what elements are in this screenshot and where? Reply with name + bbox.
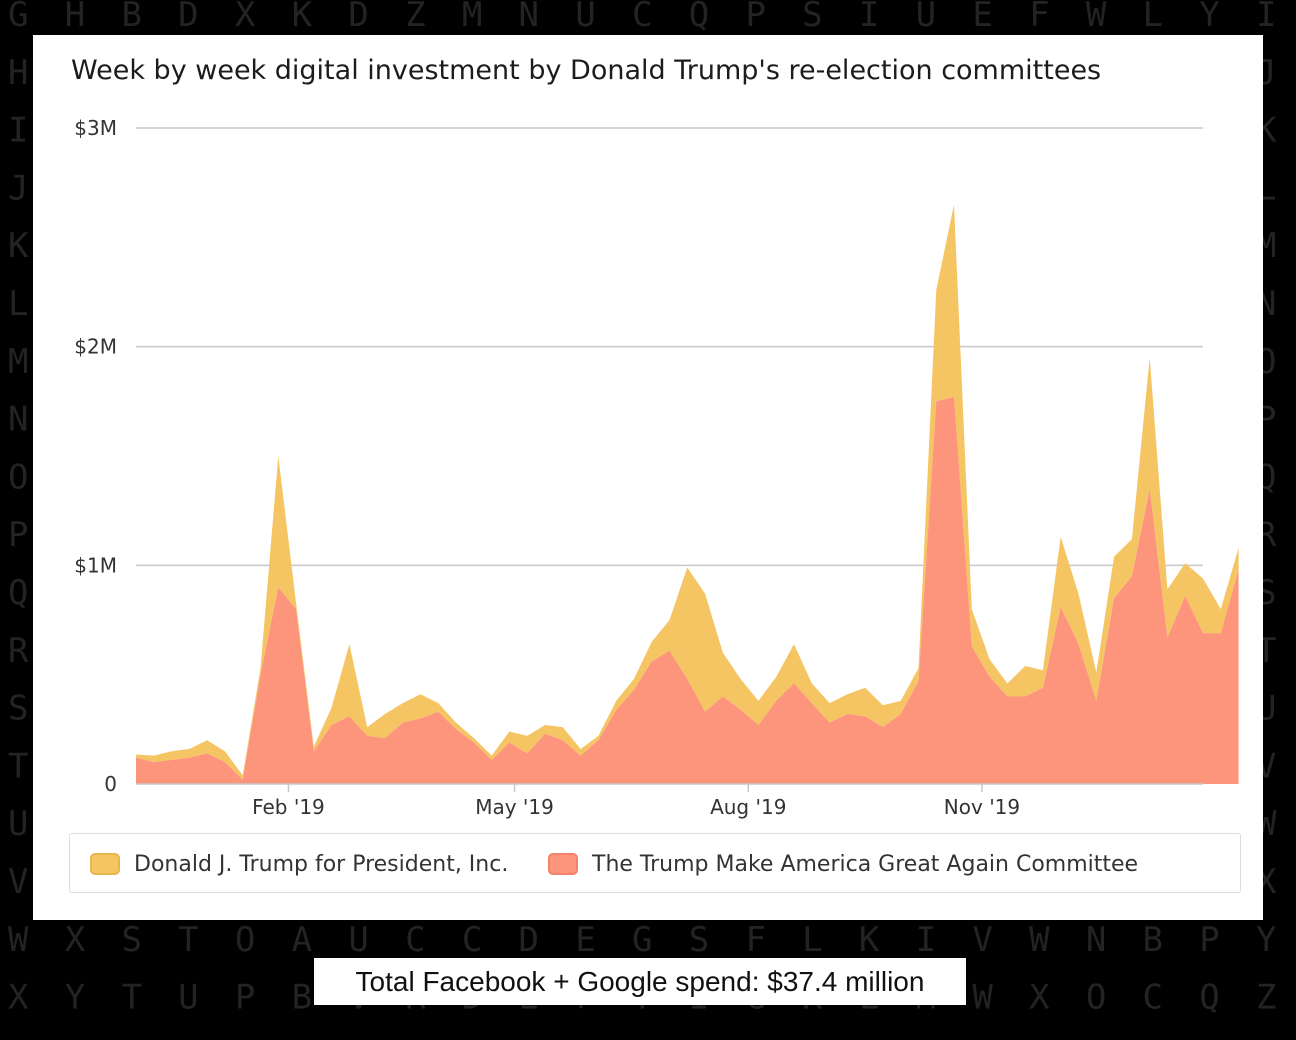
background-letter: Q <box>1199 978 1219 1018</box>
legend-label-maga-committee: The Trump Make America Great Again Commi… <box>592 851 1139 877</box>
legend-label-trump-for-president: Donald J. Trump for President, Inc. <box>134 851 509 877</box>
background-letter: O <box>235 920 255 960</box>
background-letter: O <box>1086 978 1106 1018</box>
background-letter: S <box>802 0 822 35</box>
background-letter: A <box>292 920 312 960</box>
background-letter: E <box>575 920 595 960</box>
series-area-trump-for-president <box>136 204 1239 780</box>
background-letter: P <box>1199 920 1219 960</box>
background-letter: Y <box>1256 920 1276 960</box>
background-letter: P <box>8 515 28 555</box>
x-tick-label: Feb '19 <box>252 795 325 819</box>
background-letter: C <box>462 920 482 960</box>
background-letter: Y <box>1199 0 1219 35</box>
background-letter: N <box>8 400 28 440</box>
background-letter: B <box>1143 920 1163 960</box>
background-letter: P <box>235 978 255 1018</box>
background-letter: I <box>8 111 28 151</box>
background-letter: X <box>8 978 29 1018</box>
background-letter: I <box>1256 0 1276 35</box>
legend-swatch-trump-for-president <box>90 853 120 875</box>
background-letter: T <box>121 978 141 1018</box>
background-letter: M <box>8 342 28 382</box>
x-tick-label: Nov '19 <box>944 795 1020 819</box>
legend-item-trump-for-president[interactable]: Donald J. Trump for President, Inc. <box>90 834 508 894</box>
background-letter: Z <box>405 0 425 35</box>
total-spend-caption: Total Facebook + Google spend: $37.4 mil… <box>314 958 966 1005</box>
background-letter: U <box>916 0 936 35</box>
background-letter: B <box>121 0 141 35</box>
background-letter: U <box>8 804 28 844</box>
background-letter: F <box>1029 0 1049 35</box>
background-letter: X <box>65 920 86 960</box>
y-tick-label: $2M <box>74 335 117 359</box>
series-area-maga-committee <box>136 397 1239 784</box>
chart-legend: Donald J. Trump for President, Inc. The … <box>69 833 1241 893</box>
y-tick-label: 0 <box>104 772 117 796</box>
background-letter: J <box>8 168 28 208</box>
background-letter: D <box>519 920 539 960</box>
background-letter: I <box>916 920 936 960</box>
chart-title: Week by week digital investment by Donal… <box>71 55 1102 86</box>
background-letter: X <box>235 0 256 35</box>
background-letter: T <box>178 920 198 960</box>
y-tick-label: $1M <box>74 553 117 577</box>
background-letter: H <box>8 53 28 93</box>
chart-card: Week by week digital investment by Donal… <box>33 35 1263 920</box>
background-letter: T <box>8 746 28 786</box>
background-letter: Y <box>65 978 85 1018</box>
background-letter: C <box>632 0 652 35</box>
background-letter: H <box>65 0 85 35</box>
background-letter: S <box>689 920 709 960</box>
x-tick-label: May '19 <box>475 795 554 819</box>
background-letter: B <box>292 978 312 1018</box>
background-letter: D <box>178 0 198 35</box>
background-letter: N <box>519 0 539 35</box>
background-letter: S <box>8 689 28 729</box>
background-letter: C <box>405 920 425 960</box>
background-letter: V <box>8 862 28 902</box>
background-letter: N <box>1086 920 1106 960</box>
background-letter: V <box>972 920 992 960</box>
background-letter: K <box>859 920 880 960</box>
background-letter: D <box>348 0 368 35</box>
background-letter: W <box>1029 920 1050 960</box>
x-tick-label: Aug '19 <box>710 795 786 819</box>
background-letter: U <box>575 0 595 35</box>
background-letter: P <box>745 0 765 35</box>
background-letter: F <box>745 920 765 960</box>
background-letter: K <box>292 0 313 35</box>
background-letter: Q <box>689 0 709 35</box>
background-letter: G <box>632 920 652 960</box>
background-letter: U <box>348 920 368 960</box>
background-letter: E <box>972 0 992 35</box>
legend-swatch-maga-committee <box>548 853 578 875</box>
background-letter: W <box>8 920 29 960</box>
background-letter: G <box>8 0 28 35</box>
background-letter: L <box>802 920 822 960</box>
y-tick-label: $3M <box>74 116 117 140</box>
background-letter: R <box>8 631 29 671</box>
background-letter: L <box>8 284 28 324</box>
background-letter: I <box>859 0 879 35</box>
background-letter: Q <box>8 573 28 613</box>
background-letter: W <box>972 978 993 1018</box>
background-letter: W <box>1086 0 1107 35</box>
area-chart: 0 $1M $2M $3M Feb '19 May '19 Aug '19 Nov '19 <box>74 116 1239 819</box>
background-letter: C <box>1143 978 1163 1018</box>
background-letter: L <box>1143 0 1163 35</box>
background-letter: S <box>121 920 141 960</box>
background-letter: O <box>8 457 28 497</box>
background-letter: M <box>462 0 482 35</box>
background-letter: X <box>1029 978 1050 1018</box>
background-letter: Z <box>1256 978 1276 1018</box>
background-letter: U <box>178 978 198 1018</box>
background-letter: K <box>8 226 29 266</box>
legend-item-maga-committee[interactable]: The Trump Make America Great Again Commi… <box>548 834 1138 894</box>
